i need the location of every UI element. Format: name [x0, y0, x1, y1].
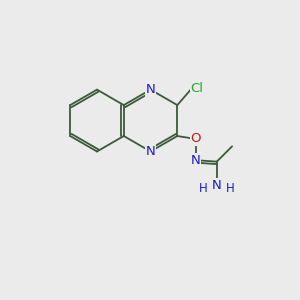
Text: Cl: Cl — [190, 82, 204, 95]
Text: N: N — [146, 145, 155, 158]
Text: N: N — [191, 154, 200, 167]
Text: H: H — [226, 182, 234, 195]
Text: N: N — [146, 83, 155, 96]
Text: H: H — [199, 182, 208, 195]
Text: N: N — [212, 179, 222, 192]
Text: O: O — [190, 133, 201, 146]
